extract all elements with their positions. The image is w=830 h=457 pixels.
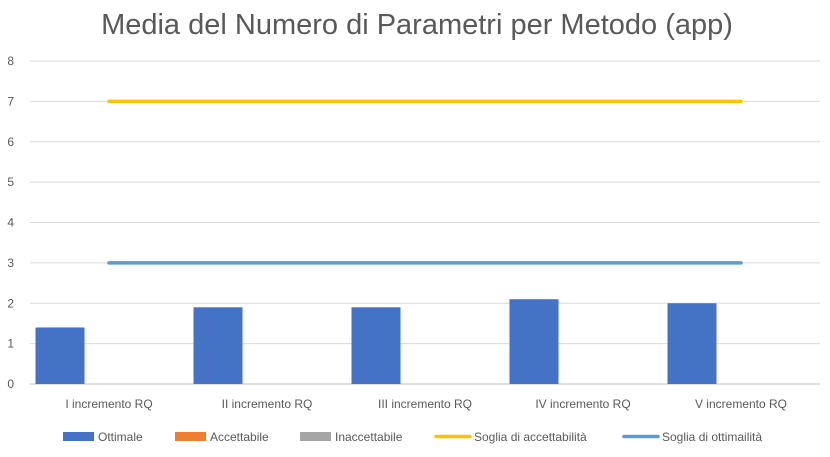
legend-label: Inaccettabile	[335, 430, 403, 444]
bars	[35, 299, 717, 384]
y-tick-label: 3	[7, 256, 14, 270]
legend: Ottimale Accettabile Inaccettabile Soglia d…	[63, 430, 762, 444]
y-tick-label: 7	[7, 94, 14, 108]
legend-swatch	[63, 432, 94, 441]
x-axis-categories: I incremento RQ II incremento RQ III incre…	[65, 397, 787, 411]
x-category-label: V incremento RQ	[695, 397, 787, 411]
bar-ottimale	[351, 307, 401, 384]
legend-swatch	[175, 432, 206, 441]
legend-label: Ottimale	[98, 430, 143, 444]
x-category-label: III incremento RQ	[378, 397, 472, 411]
y-tick-label: 6	[7, 135, 14, 149]
y-tick-label: 2	[7, 296, 14, 310]
y-tick-label: 1	[7, 337, 14, 351]
y-tick-label: 8	[7, 54, 14, 68]
bar-ottimale	[193, 307, 243, 384]
y-tick-label: 4	[7, 216, 14, 230]
y-axis-ticks: 0 1 2 3 4 5 6 7 8	[7, 54, 14, 391]
legend-label: Soglia di ottimailità	[662, 430, 762, 444]
bar-ottimale	[667, 303, 717, 384]
y-tick-label: 5	[7, 175, 14, 189]
chart-title: Media del Numero di Parametri per Metodo…	[101, 9, 733, 41]
bar-ottimale	[35, 327, 85, 384]
bar-ottimale	[509, 299, 559, 384]
legend-swatch	[300, 432, 331, 441]
x-category-label: II incremento RQ	[222, 397, 313, 411]
legend-label: Accettabile	[210, 430, 269, 444]
x-category-label: IV incremento RQ	[535, 397, 630, 411]
legend-label: Soglia di accettabilità	[474, 430, 587, 444]
x-category-label: I incremento RQ	[65, 397, 152, 411]
threshold-lines	[107, 99, 743, 265]
y-tick-label: 0	[7, 377, 14, 391]
